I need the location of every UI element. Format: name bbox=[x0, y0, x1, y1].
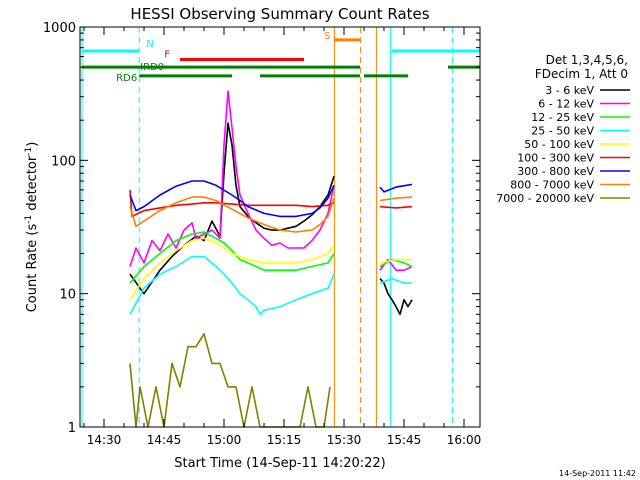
timestamp: 14-Sep-2011 11:42 bbox=[559, 469, 636, 478]
y-axis-label-sup1: -1 bbox=[24, 215, 34, 224]
flag-label-n: N bbox=[146, 39, 153, 50]
series-line-8 bbox=[129, 333, 331, 428]
series-line-3 bbox=[129, 255, 412, 316]
x-tick-label-6: 16:00 bbox=[447, 433, 482, 447]
plot-frame bbox=[79, 26, 481, 428]
legend-header-2: FDecim 1, Att 0 bbox=[535, 67, 628, 81]
legend-label-5: 100 - 300 keV bbox=[517, 152, 594, 165]
legend-label-4: 50 - 100 keV bbox=[524, 138, 594, 151]
flag-label-ird0: IRD0 bbox=[140, 62, 164, 73]
flag-label-rd6: RD6 bbox=[116, 73, 137, 84]
y-tick-label-2: 100 bbox=[51, 154, 76, 169]
series-line-2 bbox=[129, 231, 413, 284]
series-line-4 bbox=[129, 237, 412, 301]
flag-label-s: S bbox=[324, 31, 330, 42]
time-markers bbox=[81, 27, 453, 427]
y-axis-label-main: Count Rate (s bbox=[25, 224, 40, 313]
x-tick-label-1: 14:45 bbox=[147, 433, 182, 447]
legend-label-7: 800 - 7000 keV bbox=[510, 179, 594, 192]
series-line-0 bbox=[129, 122, 413, 316]
y-axis-label-mid: detector bbox=[25, 155, 40, 215]
series-line-5 bbox=[129, 189, 413, 218]
flag-label-f: F bbox=[164, 50, 170, 61]
x-tick-label-5: 15:45 bbox=[387, 433, 422, 447]
legend-header-1: Det 1,3,4,5,6, bbox=[546, 53, 628, 67]
x-tick-label-0: 14:30 bbox=[87, 433, 122, 447]
x-tick-label-2: 15:00 bbox=[207, 433, 242, 447]
y-tick-label-0: 1 bbox=[68, 421, 76, 436]
y-tick-label-3: 1000 bbox=[43, 21, 76, 36]
legend-label-2: 12 - 25 keV bbox=[531, 111, 594, 124]
x-axis-label: Start Time (14-Sep-11 14:20:22) bbox=[174, 456, 385, 471]
x-tick-label-4: 15:30 bbox=[327, 433, 362, 447]
axis-ticks: 14:30 14:45 15:00 15:15 15:30 15:45 16:00 1 10 10… bbox=[43, 21, 481, 447]
y-axis-label-sup2: -1 bbox=[24, 147, 34, 156]
series-line-7 bbox=[129, 196, 413, 233]
legend-label-0: 3 - 6 keV bbox=[545, 84, 594, 97]
chart-title: HESSI Observing Summary Count Rates bbox=[130, 5, 429, 23]
y-axis-label-end: ) bbox=[25, 142, 40, 147]
x-tick-label-3: 15:15 bbox=[267, 433, 302, 447]
legend-label-6: 300 - 800 keV bbox=[517, 165, 594, 178]
series-line-6 bbox=[129, 180, 413, 218]
y-axis-label: Count Rate (s-1 detector-1) bbox=[24, 142, 40, 313]
legend-label-1: 6 - 12 keV bbox=[538, 98, 594, 111]
y-tick-label-1: 10 bbox=[59, 288, 76, 303]
series-lines bbox=[129, 90, 413, 428]
legend-label-8: 7000 - 20000 keV bbox=[496, 192, 594, 205]
legend-label-3: 25 - 50 keV bbox=[531, 125, 594, 138]
